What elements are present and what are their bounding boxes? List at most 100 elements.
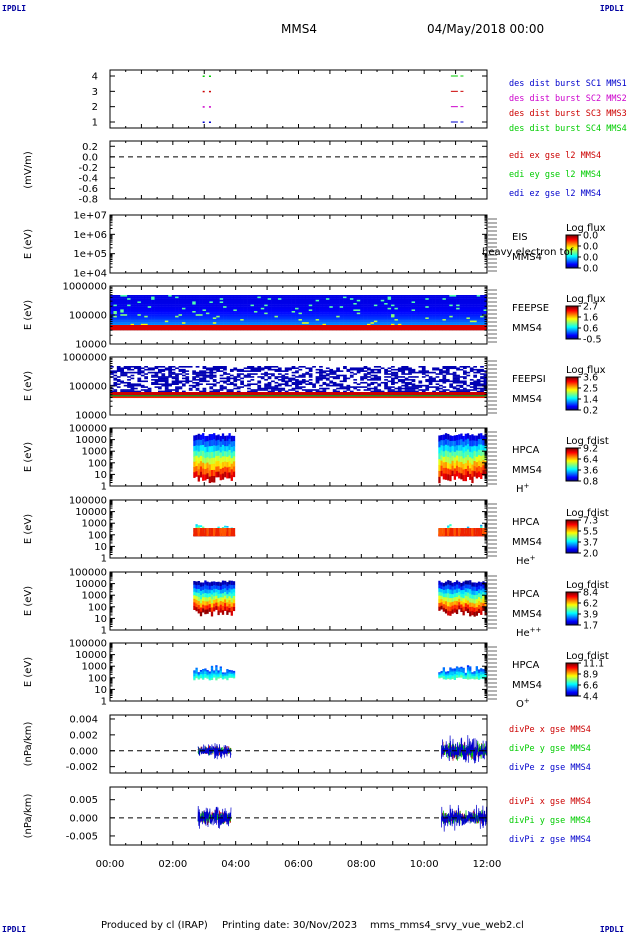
spectrogram-cell (432, 323, 436, 326)
colorbar-segment (566, 318, 578, 320)
spectrogram-cell (343, 301, 347, 304)
spectrogram-cell (336, 370, 340, 372)
spectrogram-cell (432, 296, 436, 299)
spectrogram-cell (301, 296, 306, 299)
spectrogram-cell (428, 298, 433, 300)
spectrogram-cell (116, 295, 121, 297)
spectrogram-cell (161, 298, 166, 300)
spectrogram-cell (373, 319, 378, 321)
spectrogram-cell (199, 434, 203, 441)
spectrogram-cell (391, 381, 395, 384)
spectrogram-cell (447, 451, 450, 458)
spectrogram-cell (193, 445, 196, 452)
spectrogram-cell (459, 384, 464, 387)
spectrogram-cell (230, 441, 233, 448)
spectrogram-cell (240, 314, 244, 316)
spectrogram-cell (408, 301, 412, 304)
spectrogram-cell (236, 307, 241, 310)
spectrogram-cell (432, 312, 436, 315)
spectrogram-cell (452, 298, 457, 300)
colorbar-segment (566, 334, 578, 336)
spectrogram-cell (370, 296, 375, 299)
spectrogram-cell (209, 312, 214, 315)
spectrogram-cell (168, 323, 172, 326)
spectrogram-cell (223, 312, 227, 315)
spectrogram-cell (267, 298, 272, 300)
spectrogram-cell (133, 301, 138, 304)
spectrogram-cell (312, 315, 316, 318)
spectrogram-cell (440, 455, 443, 462)
spectrogram-cell (295, 304, 299, 307)
spectrogram-cell (223, 371, 227, 374)
spectrogram-cell (236, 317, 241, 320)
spectrogram-cell (363, 366, 368, 368)
spectrogram-cell (264, 322, 268, 324)
spectrogram-cell (408, 371, 412, 374)
spectrogram-cell (144, 323, 148, 326)
spectrogram-cell (253, 368, 258, 371)
spectrogram-cell (394, 296, 399, 299)
spectrogram-cell (391, 317, 395, 320)
spectrogram-cell (130, 389, 135, 391)
colorbar-segment (566, 395, 578, 397)
spectrogram-cell (356, 307, 361, 310)
spectrogram-cell (257, 295, 262, 297)
colorbar-frame (565, 305, 579, 340)
spectrogram-cell (411, 384, 416, 387)
spectrogram-cell (168, 370, 172, 372)
spectrogram-cell (133, 296, 138, 299)
spectrogram-cell (212, 304, 217, 307)
spectrogram-cell (343, 315, 347, 318)
spectrogram-cell (209, 367, 214, 370)
spectrogram-cell (442, 309, 447, 312)
spectrogram-cell (247, 298, 251, 300)
colorbar-segment (566, 247, 578, 249)
spectrogram-cell (312, 319, 316, 321)
spectrogram-cell (247, 312, 251, 315)
spectrogram-cell (175, 387, 179, 390)
spectrogram-cell (363, 309, 368, 312)
colorbar-title: Log flux (566, 365, 606, 376)
spectrogram-cell (221, 462, 225, 469)
colorbar-tick-label: 0.0 (583, 253, 598, 264)
spectrogram-cell (363, 373, 368, 375)
spectrogram-cell (459, 299, 464, 302)
spectrogram-cell (271, 386, 275, 388)
spectrogram-cell (476, 323, 481, 326)
legend-entry: edi ex gse l2 MMS4 (509, 151, 601, 161)
spectrogram-cell (137, 312, 142, 315)
spectrogram-cell (397, 298, 402, 300)
spectrogram-cell (425, 317, 430, 320)
spectrogram-cell (452, 304, 457, 307)
spectrogram-cell (168, 299, 172, 302)
spectrogram-cell (397, 387, 402, 390)
spectrogram-cell (456, 296, 460, 299)
spectrogram-cell (476, 301, 481, 304)
spectrogram-cell (332, 312, 337, 315)
spectrogram-cell (312, 311, 316, 313)
spectrogram-cell (216, 368, 220, 371)
spectrogram-cell (277, 319, 282, 321)
spectrogram-cell (367, 304, 371, 307)
spectrogram-cell (435, 317, 440, 320)
spectrogram-cell (315, 312, 320, 315)
colorbar-segment (566, 235, 578, 237)
spectrogram-cell (161, 366, 166, 368)
spectrogram-cell (233, 319, 238, 321)
spectrogram-cell (197, 451, 200, 458)
spectrogram-cell (123, 322, 128, 324)
spectrogram-cell (212, 379, 217, 381)
spectrogram-cell (425, 389, 430, 391)
spectrogram-cell (210, 452, 214, 459)
spectrogram-cell (397, 299, 402, 302)
spectrogram-cell (199, 445, 203, 451)
spectrogram-cell (483, 307, 488, 310)
colorbar-segment (566, 332, 578, 334)
spectrogram-cell (356, 306, 361, 308)
spectrogram-cell (336, 377, 340, 380)
spectrogram-cell (257, 366, 262, 368)
spectrogram-cell (274, 296, 279, 299)
spectrogram-cell (384, 383, 388, 385)
colorbar-segment (566, 330, 578, 332)
